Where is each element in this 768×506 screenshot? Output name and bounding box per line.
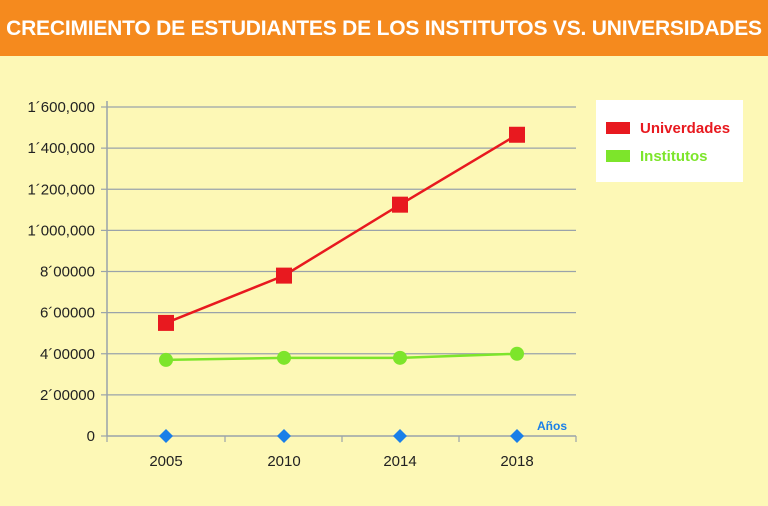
- x-axis-label: Años: [537, 419, 567, 433]
- legend-item-univerdades: Univerdades: [606, 119, 730, 137]
- x-tick-label: 2005: [149, 453, 182, 470]
- data-point-square: [276, 267, 292, 284]
- y-tick-label: 1´400,000: [27, 140, 95, 157]
- x-tick-label: 2018: [500, 453, 533, 470]
- data-point-circle: [159, 352, 173, 367]
- legend-swatch-institutos: [606, 150, 630, 162]
- legend-swatch-univerdades: [606, 122, 630, 134]
- legend: Univerdades Institutos: [596, 100, 743, 182]
- y-tick-label: 8´00000: [40, 264, 95, 281]
- x-tick-label: 2014: [383, 453, 416, 470]
- data-point-diamond: [277, 429, 291, 443]
- data-point-diamond: [159, 429, 173, 443]
- data-point-circle: [277, 350, 291, 365]
- data-point-square: [509, 126, 525, 143]
- data-point-circle: [393, 350, 407, 365]
- data-point-diamond: [510, 429, 524, 443]
- y-tick-label: 2´00000: [40, 387, 95, 404]
- data-point-circle: [510, 346, 524, 361]
- chart-title: CRECIMIENTO DE ESTUDIANTES DE LOS INSTIT…: [6, 17, 762, 40]
- y-tick-label: 4´00000: [40, 346, 95, 363]
- y-tick-label: 1´600,000: [27, 99, 95, 116]
- data-point-diamond: [393, 429, 407, 443]
- title-banner: [0, 0, 768, 56]
- series-line-1: [165, 352, 518, 362]
- y-tick-label: 1´200,000: [27, 181, 95, 198]
- data-point-square: [392, 196, 408, 213]
- y-tick-label: 1´000,000: [27, 222, 95, 239]
- y-tick-label: 6´00000: [40, 305, 95, 322]
- legend-item-institutos: Institutos: [606, 147, 708, 165]
- data-point-square: [158, 314, 174, 331]
- y-tick-label: 0: [87, 428, 95, 445]
- series-line-0: [165, 133, 518, 325]
- legend-label-institutos: Institutos: [640, 147, 708, 165]
- x-tick-label: 2010: [267, 453, 300, 470]
- legend-label-univerdades: Univerdades: [640, 119, 731, 137]
